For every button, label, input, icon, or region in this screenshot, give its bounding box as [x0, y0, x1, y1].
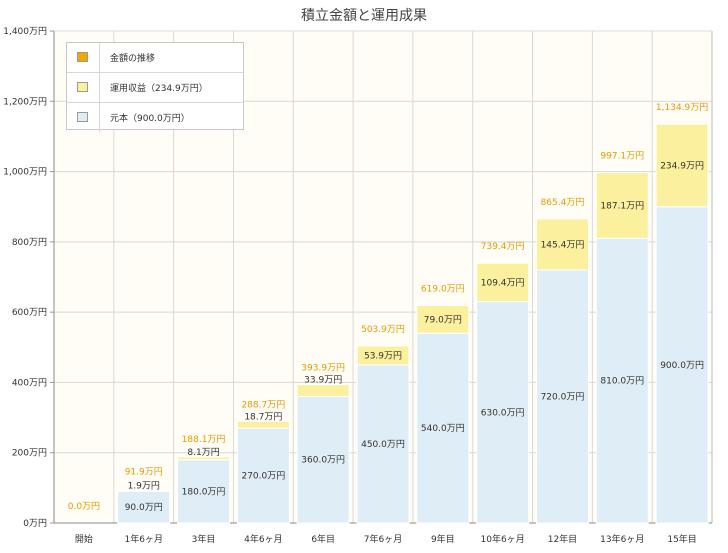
y-tick-label: 200万円 — [12, 448, 47, 459]
bar-gain — [535, 218, 589, 271]
data-label-gain: 187.1万円 — [600, 200, 644, 211]
data-label-total: 739.4万円 — [481, 241, 525, 252]
data-label-principal: 630.0万円 — [481, 407, 525, 418]
data-label-total: 865.4万円 — [541, 197, 585, 208]
x-tick-label: 15年目 — [667, 533, 696, 545]
x-tick-label: 7年6ヶ月 — [364, 533, 402, 545]
data-label-gain: 145.4万円 — [541, 239, 585, 250]
bar-gain — [296, 384, 350, 397]
bar-principal — [476, 301, 530, 524]
data-label-gain: 53.9万円 — [364, 350, 402, 361]
data-label-gain: 1.9万円 — [128, 481, 160, 492]
bar-principal — [655, 206, 709, 524]
x-tick-label: 12年目 — [548, 533, 577, 545]
legend-item-gain: 運用収益（234.9万円） — [67, 73, 243, 103]
bar-gain — [236, 421, 290, 429]
data-label-total: 997.1万円 — [600, 151, 644, 162]
data-label-principal: 900.0万円 — [660, 360, 704, 371]
chart-title: 積立金額と運用成果 — [301, 8, 427, 24]
data-label-principal: 720.0万円 — [541, 391, 585, 402]
x-tick-label: 開始 — [75, 533, 93, 545]
bar-gain — [655, 123, 709, 208]
legend-label-gain: 運用収益（234.9万円） — [110, 84, 208, 94]
legend-item-principal: 元本（900.0万円） — [67, 103, 243, 132]
x-tick-label: 6年目 — [311, 533, 335, 545]
bar-principal — [356, 364, 410, 524]
legend-swatch-gain — [77, 82, 88, 92]
x-tick-label: 10年6ヶ月 — [481, 533, 525, 545]
data-label-principal: 540.0万円 — [421, 423, 465, 434]
data-label-principal: 90.0万円 — [125, 502, 163, 513]
y-tick-label: 800万円 — [12, 237, 47, 248]
y-tick-label: 1,400万円 — [3, 26, 47, 37]
bar-gain — [416, 304, 470, 334]
data-label-total: 188.1万円 — [182, 434, 226, 445]
legend-label-total: 金額の推移 — [110, 54, 156, 64]
data-label-gain: 109.4万円 — [481, 277, 525, 288]
data-label-gain: 234.9万円 — [660, 160, 704, 171]
legend-swatch-total — [77, 52, 88, 62]
plot-area: 0万円 200万円 400万円 600万円 800万円 1,000万円 1,200万円 1,4… — [3, 26, 713, 545]
data-label-total: 0.0万円 — [68, 501, 100, 512]
data-label-total: 91.9万円 — [125, 467, 163, 478]
data-label-gain: 8.1万円 — [187, 447, 219, 458]
bar-gain — [356, 345, 410, 366]
legend-swatch-principal — [77, 112, 88, 122]
data-label-total: 288.7万円 — [241, 400, 285, 411]
bar-gain — [117, 490, 171, 492]
y-tick-label: 1,000万円 — [3, 167, 47, 178]
data-label-principal: 810.0万円 — [600, 376, 644, 387]
data-label-total: 619.0万円 — [421, 283, 465, 294]
bar-principal — [236, 427, 290, 524]
bar-principal — [535, 269, 589, 524]
data-label-principal: 360.0万円 — [301, 455, 345, 466]
bar-gain — [177, 456, 231, 461]
x-tick-label: 4年6ヶ月 — [244, 533, 282, 545]
data-label-principal: 180.0万円 — [182, 486, 226, 497]
legend-label-principal: 元本（900.0万円） — [110, 114, 190, 124]
data-label-principal: 450.0万円 — [361, 439, 405, 450]
data-label-gain: 33.9万円 — [304, 375, 342, 386]
y-tick-label: 600万円 — [12, 307, 47, 318]
data-label-total: 393.9万円 — [301, 363, 345, 374]
bar-principal — [177, 459, 231, 524]
legend: 金額の推移 運用収益（234.9万円） 元本（900.0万円） — [66, 42, 244, 132]
data-label-total: 503.9万円 — [361, 324, 405, 335]
y-tick-label: 1,200万円 — [3, 96, 47, 107]
y-tick-label: 400万円 — [12, 377, 47, 388]
data-label-principal: 270.0万円 — [241, 471, 285, 482]
data-label-total: 1,134.9万円 — [656, 102, 708, 113]
legend-item-total: 金額の推移 — [67, 43, 243, 73]
x-tick-label: 3年目 — [192, 533, 216, 545]
x-tick-label: 9年目 — [431, 533, 455, 545]
bar-gain — [595, 172, 649, 239]
data-label-gain: 79.0万円 — [424, 314, 462, 325]
data-label-gain: 18.7万円 — [244, 412, 282, 423]
x-tick-label: 1年6ヶ月 — [125, 533, 163, 545]
x-tick-label: 13年6ヶ月 — [600, 533, 644, 545]
bar-principal — [416, 332, 470, 524]
bar-principal — [595, 237, 649, 524]
y-tick-label: 0万円 — [23, 518, 47, 529]
bar-gain — [476, 262, 530, 303]
